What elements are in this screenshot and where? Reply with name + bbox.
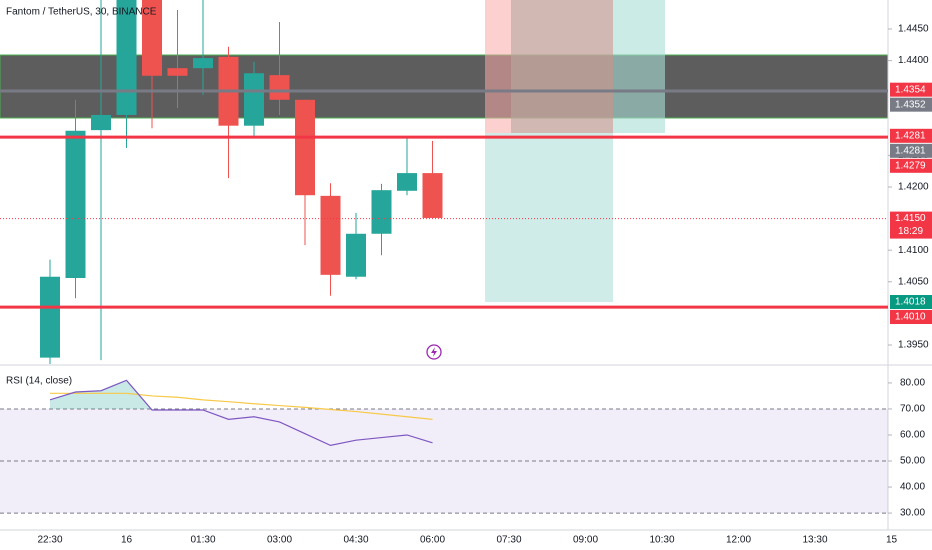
x-tick-label: 22:30 [37, 535, 62, 546]
price-label: 1.4352 [895, 99, 926, 110]
candle-body [269, 75, 290, 100]
candle-body [422, 173, 443, 218]
y-tick-label: 30.00 [900, 508, 925, 519]
rsi-line [49, 379, 433, 447]
rsi-ma-line [50, 392, 433, 420]
price-label: 1.4150 [895, 213, 926, 224]
price-label-bg [890, 211, 932, 239]
y-tick-label: 1.4050 [898, 276, 929, 287]
x-tick-label: 06:00 [420, 535, 445, 546]
price-label-bg [890, 295, 932, 310]
target-zone [485, 133, 613, 302]
x-tick-label: 10:30 [649, 535, 674, 546]
x-tick-label: 01:30 [190, 535, 215, 546]
price-label: 1.4279 [895, 160, 926, 171]
x-tick-label: 13:30 [802, 535, 827, 546]
candle-body [397, 173, 417, 191]
y-tick-label: 1.3950 [898, 340, 929, 351]
candle-body [167, 68, 188, 76]
price-label: 1.4018 [895, 297, 926, 308]
x-tick-label: 15 [886, 535, 898, 546]
overbought-fill [50, 380, 433, 409]
price-label-bg [890, 82, 932, 97]
price-label-bg [890, 158, 932, 173]
price-label: 1.4010 [895, 312, 926, 323]
candle-body [116, 0, 137, 115]
price-label-bg [890, 143, 932, 158]
x-tick-label: 09:00 [573, 535, 598, 546]
y-tick-label: 1.4100 [898, 245, 929, 256]
y-tick-label: 1.4200 [898, 182, 929, 193]
target-zone [613, 0, 665, 133]
y-tick-label: 80.00 [900, 378, 925, 389]
x-tick-label: 03:00 [267, 535, 292, 546]
rsi-title: RSI (14, close) [6, 376, 72, 387]
countdown-label: 18:29 [898, 226, 923, 237]
candle-body [295, 99, 315, 196]
overlap-zone [511, 0, 613, 133]
x-tick-label: 12:00 [726, 535, 751, 546]
price-label: 1.4281 [895, 145, 926, 156]
candle-body [40, 276, 60, 358]
price-label-bg [890, 128, 932, 143]
candle-body [193, 58, 213, 69]
candle-body [65, 130, 86, 279]
x-tick-label: 04:30 [343, 535, 368, 546]
price-label: 1.4281 [895, 130, 926, 141]
event-icon[interactable] [426, 344, 442, 360]
candle-body [244, 73, 264, 126]
y-tick-label: 60.00 [900, 430, 925, 441]
x-tick-label: 07:30 [496, 535, 521, 546]
y-tick-label: 70.00 [900, 404, 925, 415]
price-pane [40, 0, 443, 364]
candle-body [320, 195, 341, 275]
candle-body [346, 233, 366, 277]
candle-body [142, 0, 162, 76]
price-label-bg [890, 97, 932, 112]
y-tick-label: 1.4400 [898, 55, 929, 66]
price-label-bg [890, 310, 932, 325]
y-tick-label: 50.00 [900, 456, 925, 467]
candle-body [371, 190, 392, 234]
event-icon [431, 347, 437, 357]
x-tick-label: 16 [121, 535, 133, 546]
y-tick-label: 40.00 [900, 482, 925, 493]
price-label: 1.4354 [895, 84, 926, 95]
y-tick-label: 1.4450 [898, 24, 929, 35]
candle-body [91, 114, 111, 131]
chart-title: Fantom / TetherUS, 30, BINANCE [6, 7, 157, 18]
